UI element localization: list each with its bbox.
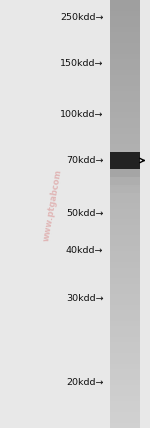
Bar (110, 160, 140, 166)
Bar (110, 74, 140, 80)
Bar (110, 331, 140, 337)
Bar (110, 31, 140, 38)
Bar (110, 165, 140, 171)
Bar (110, 224, 140, 230)
Bar (110, 90, 140, 96)
Bar (110, 358, 140, 364)
Bar (110, 320, 140, 327)
Bar (110, 176, 140, 182)
Bar (110, 21, 140, 27)
Bar (110, 422, 140, 428)
Text: 70kdd→: 70kdd→ (66, 156, 104, 165)
Bar (110, 15, 140, 21)
Bar (110, 309, 140, 316)
Text: 30kdd→: 30kdd→ (66, 294, 103, 303)
Bar (110, 5, 140, 11)
Text: 20kdd→: 20kdd→ (66, 377, 104, 387)
Bar (110, 384, 140, 390)
Bar (110, 352, 140, 359)
Bar (110, 347, 140, 353)
Bar (110, 261, 140, 268)
Bar (110, 155, 140, 160)
Bar (110, 208, 140, 214)
Bar (110, 240, 140, 246)
Bar (110, 342, 140, 348)
Bar (110, 181, 140, 187)
Bar (110, 411, 140, 417)
Bar (110, 170, 140, 176)
Bar (110, 69, 140, 75)
Bar (110, 299, 140, 305)
Bar (110, 101, 140, 107)
Bar (110, 336, 140, 342)
Bar (110, 235, 140, 241)
Bar (110, 272, 140, 278)
Bar (110, 406, 140, 412)
Bar (110, 187, 140, 193)
Bar (110, 197, 140, 203)
Bar (110, 379, 140, 385)
Bar (110, 63, 140, 70)
Bar (110, 48, 140, 54)
Bar (110, 325, 140, 332)
Bar (110, 389, 140, 396)
Bar (110, 401, 140, 407)
Bar (110, 177, 140, 185)
Bar (110, 229, 140, 235)
Bar (110, 245, 140, 252)
Bar (110, 138, 140, 145)
Bar (110, 133, 140, 139)
Bar (110, 169, 140, 177)
Bar (110, 85, 140, 91)
Bar (110, 315, 140, 321)
Bar (110, 256, 140, 262)
Bar (110, 152, 140, 169)
Bar (110, 267, 140, 273)
Bar (110, 0, 140, 5)
Text: 150kdd→: 150kdd→ (60, 59, 103, 68)
Bar (110, 250, 140, 257)
Bar (110, 37, 140, 43)
Bar (110, 128, 140, 134)
Bar (110, 288, 140, 294)
Bar (110, 58, 140, 64)
Bar (110, 42, 140, 48)
Bar (110, 213, 140, 219)
Bar (110, 112, 140, 118)
Bar (110, 144, 140, 150)
Bar (110, 277, 140, 283)
Bar (110, 149, 140, 155)
Bar (110, 294, 140, 300)
Bar (110, 53, 140, 59)
Text: 40kdd→: 40kdd→ (66, 246, 104, 255)
Bar (110, 282, 140, 289)
Bar (110, 202, 140, 209)
Text: 50kdd→: 50kdd→ (66, 208, 104, 218)
Bar (110, 304, 140, 310)
Bar (110, 122, 140, 128)
Text: www.ptgabcom: www.ptgabcom (42, 169, 63, 242)
Bar (110, 106, 140, 112)
Text: 100kdd→: 100kdd→ (60, 110, 103, 119)
Bar (110, 80, 140, 86)
Bar (110, 363, 140, 369)
Bar (110, 416, 140, 423)
Bar (110, 192, 140, 198)
Bar (110, 395, 140, 401)
Bar (110, 368, 140, 374)
Bar (110, 26, 140, 32)
Text: 250kdd→: 250kdd→ (60, 12, 103, 22)
Bar (110, 374, 140, 380)
Bar (110, 117, 140, 123)
Bar (110, 218, 140, 225)
Bar (110, 185, 140, 193)
Bar (110, 10, 140, 16)
Bar (110, 95, 140, 102)
